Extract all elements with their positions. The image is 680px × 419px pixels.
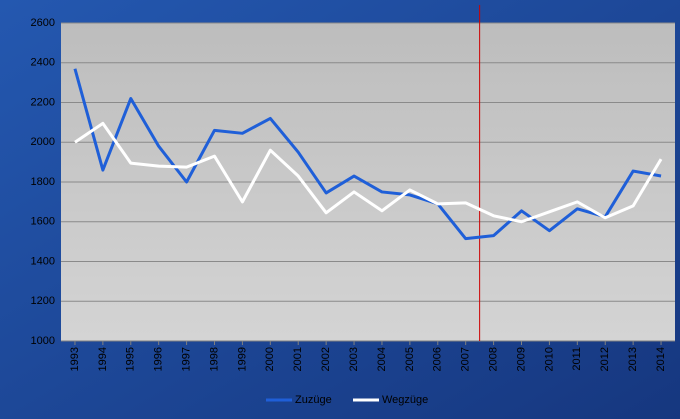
x-tick-label: 2004 [376, 347, 388, 371]
y-tick-label: 1600 [31, 216, 55, 228]
x-tick-label: 2011 [571, 347, 583, 371]
x-tick-label: 1999 [236, 347, 248, 371]
series-line [74, 121, 663, 224]
y-tick-label: 1000 [31, 335, 55, 347]
x-tick-label: 2013 [627, 347, 639, 371]
x-tick-label: 1993 [69, 347, 81, 371]
x-tick-label: 1996 [153, 347, 165, 371]
x-tick-label: 2001 [292, 347, 304, 371]
series-line [73, 68, 662, 241]
x-tick-label: 1994 [97, 347, 109, 371]
y-tick-label: 2600 [31, 17, 55, 29]
x-tick-label: 2010 [543, 347, 555, 371]
y-tick-label: 2400 [31, 57, 55, 69]
y-tick-label: 1400 [31, 255, 55, 267]
x-tick-label: 2014 [655, 347, 667, 371]
y-tick-label: 2000 [31, 136, 55, 148]
legend-label: Zuzüge [295, 394, 332, 406]
x-tick-label: 2007 [460, 347, 472, 371]
x-tick-label: 1995 [125, 347, 137, 371]
x-tick-label: 2008 [487, 347, 499, 371]
x-tick-label: 2002 [320, 347, 332, 371]
legend-label: Wegzüge [382, 394, 428, 406]
x-tick-label: 2000 [264, 347, 276, 371]
y-tick-label: 1800 [31, 176, 55, 188]
y-tick-label: 1200 [31, 295, 55, 307]
x-tick-label: 1998 [208, 347, 220, 371]
x-tick-label: 2005 [404, 347, 416, 371]
x-tick-label: 1997 [180, 347, 192, 371]
y-tick-label: 2200 [31, 96, 55, 108]
x-tick-label: 2012 [599, 347, 611, 371]
x-tick-label: 2009 [515, 347, 527, 371]
x-tick-label: 2003 [348, 347, 360, 371]
x-tick-label: 2006 [432, 347, 444, 371]
